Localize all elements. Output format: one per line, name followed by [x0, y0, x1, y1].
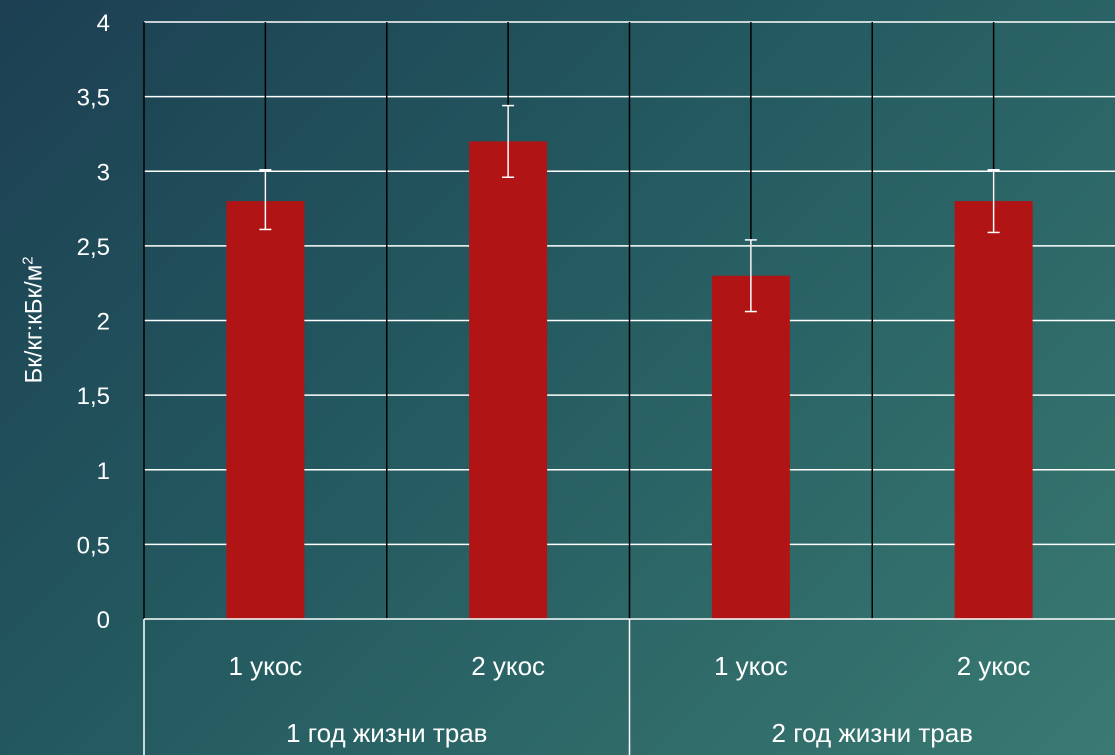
y-tick-label: 3,5: [77, 85, 110, 112]
bar: [711, 275, 790, 619]
bar: [469, 141, 548, 619]
x-tick-label: 2 укос: [957, 651, 1031, 681]
x-group-label: 1 год жизни трав: [286, 718, 487, 748]
y-tick-label: 0,5: [77, 532, 110, 559]
y-axis-title: Бк/кг:кБк/м2: [19, 256, 48, 384]
y-tick-label: 1: [97, 458, 110, 485]
x-tick-label: 1 укос: [714, 651, 788, 681]
x-tick-label: 2 укос: [471, 651, 545, 681]
y-tick-label: 3: [97, 159, 110, 186]
x-group-label: 2 год жизни трав: [772, 718, 973, 748]
bar: [226, 201, 305, 619]
y-tick-label: 4: [97, 10, 110, 37]
y-tick-label: 0: [97, 607, 110, 634]
bar: [954, 201, 1033, 619]
x-tick-label: 1 укос: [228, 651, 302, 681]
y-tick-label: 1,5: [77, 383, 110, 410]
y-tick-label: 2: [97, 309, 110, 336]
y-tick-label: 2,5: [77, 234, 110, 261]
